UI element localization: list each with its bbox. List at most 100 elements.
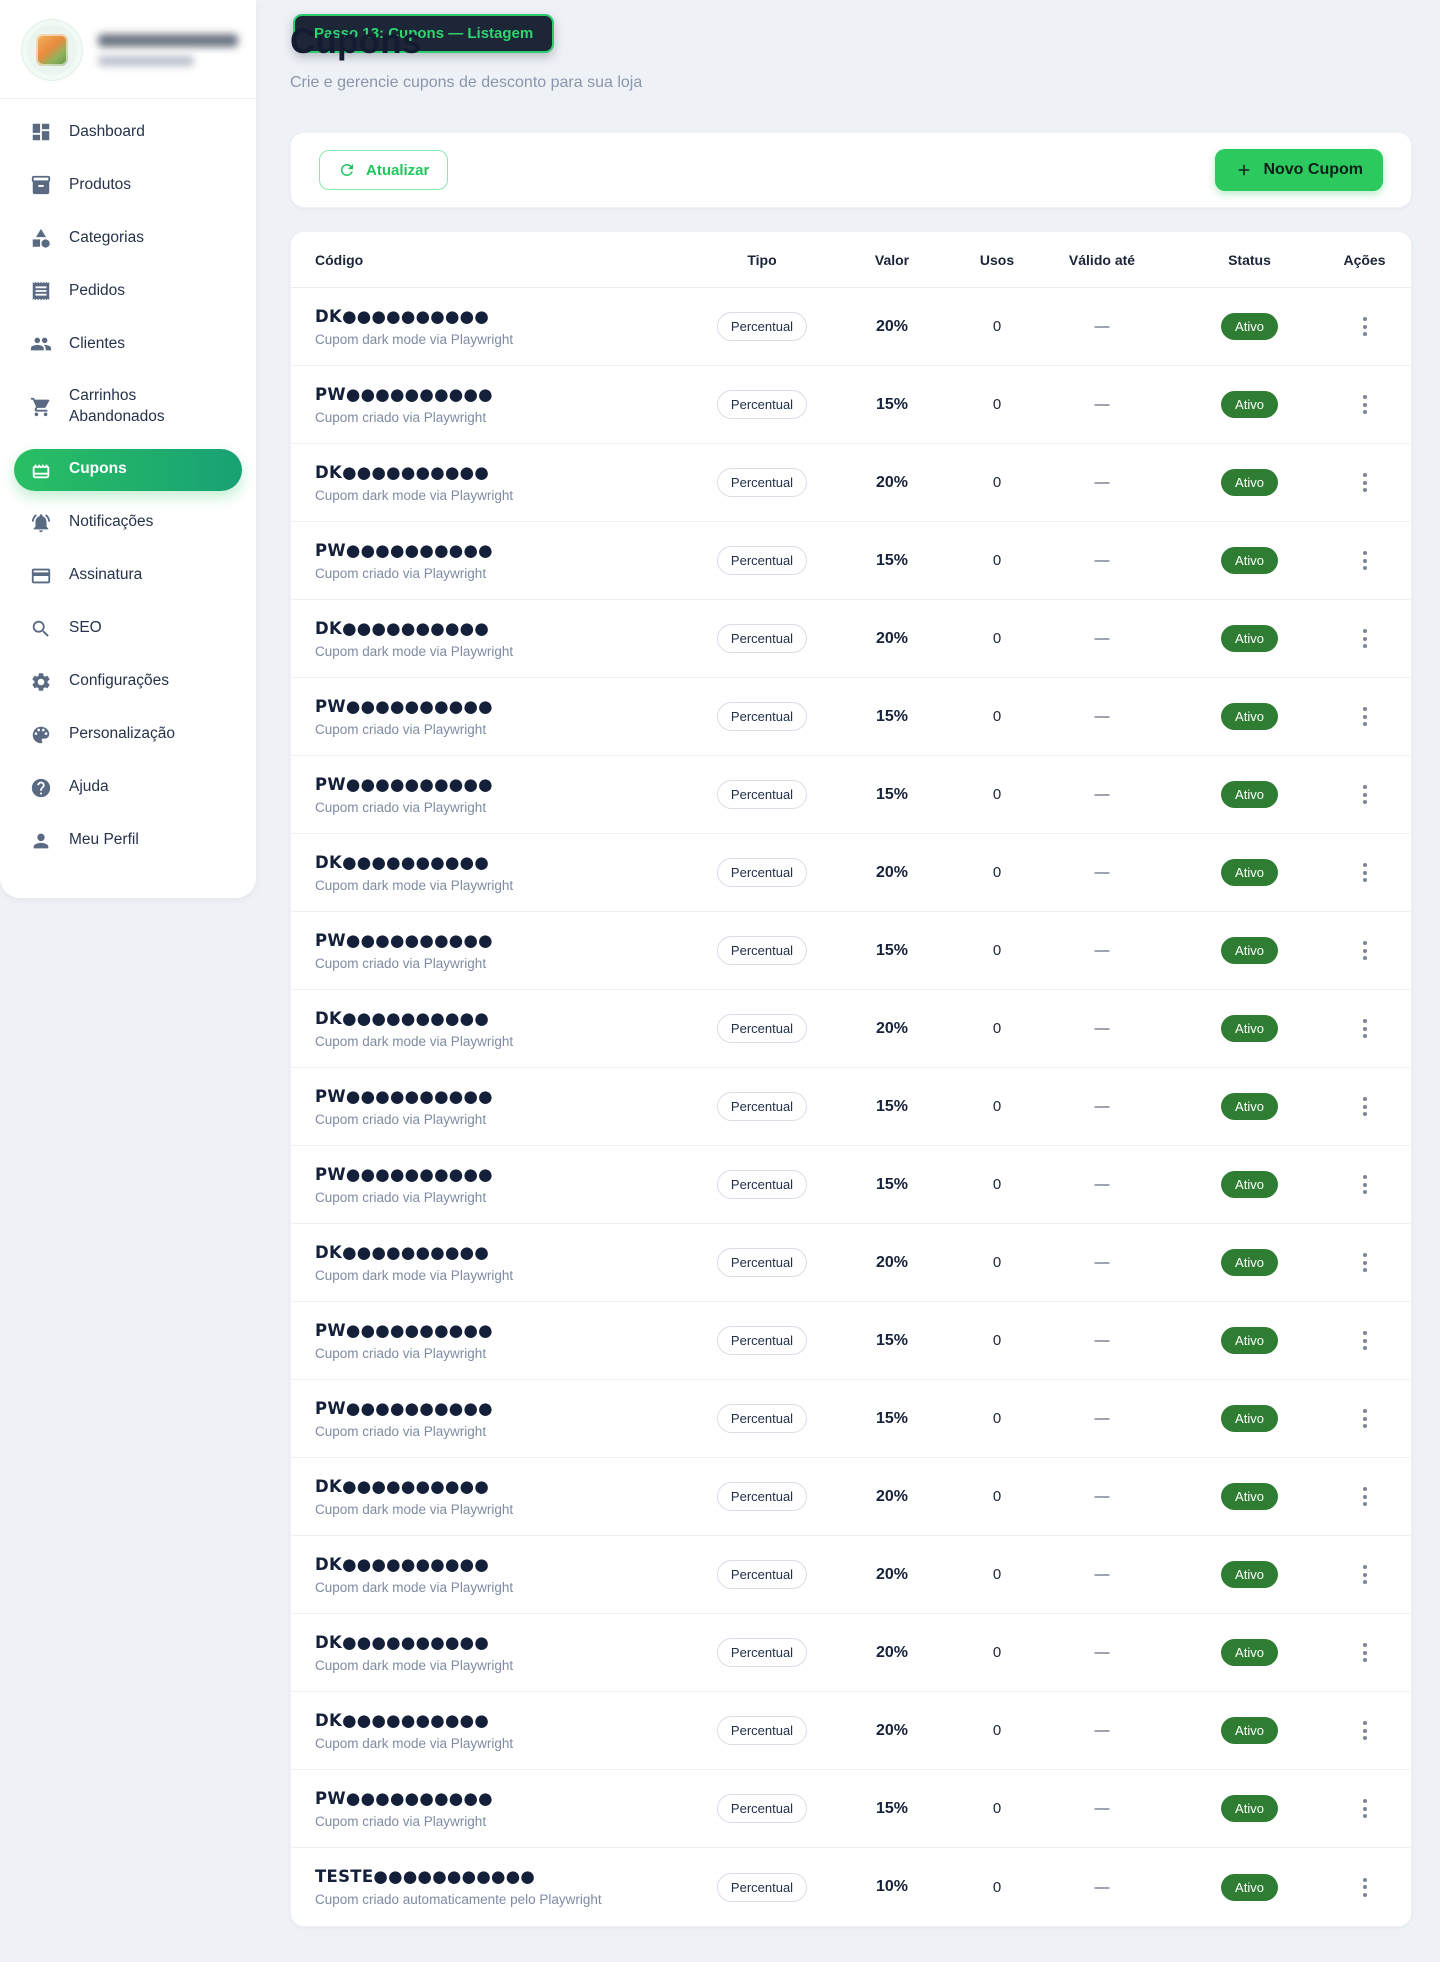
page-title: Cupons — [290, 22, 422, 61]
row-actions-kebab-button[interactable] — [1351, 1870, 1379, 1904]
row-actions-kebab-button[interactable] — [1351, 1558, 1379, 1592]
coupon-valid-until: — — [1094, 1176, 1110, 1193]
status-badge: Ativo — [1221, 391, 1278, 418]
table-row: PW●●●●●●●●●● Cupom criado via Playwright P… — [291, 522, 1411, 600]
avatar-image — [36, 34, 68, 66]
row-actions-kebab-button[interactable] — [1351, 856, 1379, 890]
refresh-icon — [338, 161, 356, 179]
user-profile[interactable] — [0, 0, 256, 98]
coupon-actions-cell — [1342, 1246, 1387, 1280]
table-row: DK●●●●●●●●●● Cupom dark mode via Playwrig… — [291, 288, 1411, 366]
coupon-description: Cupom criado via Playwright — [315, 1813, 487, 1829]
row-actions-kebab-button[interactable] — [1351, 466, 1379, 500]
column-header-c-digo: Código — [315, 251, 364, 268]
coupon-type-cell: Percentual — [687, 1092, 837, 1121]
new-coupon-button[interactable]: Novo Cupom — [1215, 149, 1383, 191]
type-chip: Percentual — [716, 1326, 808, 1355]
coupon-code-cell: DK●●●●●●●●●● Cupom dark mode via Playwrig… — [315, 1555, 687, 1595]
row-actions-kebab-button[interactable] — [1351, 1792, 1379, 1826]
sidebar-item-seo[interactable]: SEO — [14, 608, 242, 650]
row-actions-kebab-button[interactable] — [1351, 1090, 1379, 1124]
type-chip: Percentual — [716, 390, 808, 419]
sidebar-item-categorias[interactable]: Categorias — [14, 217, 242, 259]
row-actions-kebab-button[interactable] — [1351, 1636, 1379, 1670]
sidebar-item-label: Pedidos — [69, 281, 126, 299]
sidebar-item-carrinhos-abandonados[interactable]: Carrinhos Abandonados — [14, 376, 242, 438]
column-header-tipo: Tipo — [747, 251, 777, 268]
coupon-type-cell: Percentual — [687, 1482, 837, 1511]
row-actions-kebab-button[interactable] — [1351, 544, 1379, 578]
sidebar-item-configura-es[interactable]: Configurações — [14, 661, 242, 703]
coupon-description: Cupom dark mode via Playwright — [315, 487, 514, 503]
sidebar-item-dashboard[interactable]: Dashboard — [14, 111, 242, 153]
column-header-usos: Usos — [979, 251, 1015, 268]
row-actions-kebab-button[interactable] — [1351, 934, 1379, 968]
coupon-value: 15% — [875, 707, 909, 725]
coupon-uses: 0 — [992, 1098, 1002, 1115]
sidebar-item-notifica-es[interactable]: Notificações — [14, 502, 242, 544]
coupon-value: 15% — [875, 551, 909, 569]
coupon-code: DK●●●●●●●●●● — [315, 618, 490, 638]
row-actions-kebab-button[interactable] — [1351, 1402, 1379, 1436]
coupon-description: Cupom criado via Playwright — [315, 721, 487, 737]
coupon-actions-cell — [1342, 1012, 1387, 1046]
row-actions-kebab-button[interactable] — [1351, 310, 1379, 344]
row-actions-kebab-button[interactable] — [1351, 1246, 1379, 1280]
coupon-status-cell: Ativo — [1157, 781, 1342, 808]
coupon-value: 15% — [875, 1175, 909, 1193]
sidebar-item-personaliza-o[interactable]: Personalização — [14, 714, 242, 756]
sidebar-item-assinatura[interactable]: Assinatura — [14, 555, 242, 597]
sidebar-item-cupons[interactable]: Cupons — [14, 448, 242, 491]
coupon-value: 20% — [875, 863, 909, 881]
row-actions-kebab-button[interactable] — [1351, 700, 1379, 734]
row-actions-kebab-button[interactable] — [1351, 1714, 1379, 1748]
type-chip: Percentual — [716, 1560, 808, 1589]
refresh-button[interactable]: Atualizar — [319, 150, 449, 190]
status-badge: Ativo — [1221, 1483, 1278, 1510]
sidebar-item-pedidos[interactable]: Pedidos — [14, 270, 242, 312]
coupon-valid-until: — — [1094, 1566, 1110, 1583]
coupon-code: DK●●●●●●●●●● — [315, 1476, 490, 1496]
sidebar-item-clientes[interactable]: Clientes — [14, 323, 242, 365]
row-actions-kebab-button[interactable] — [1351, 622, 1379, 656]
row-actions-kebab-button[interactable] — [1351, 1168, 1379, 1202]
coupon-code-cell: PW●●●●●●●●●● Cupom criado via Playwright — [315, 1087, 687, 1127]
coupon-code: PW●●●●●●●●●● — [315, 1788, 493, 1808]
new-coupon-button-label: Novo Cupom — [1263, 161, 1363, 178]
coupon-type-cell: Percentual — [687, 1872, 837, 1902]
status-badge: Ativo — [1221, 1405, 1278, 1432]
search-icon — [30, 618, 52, 640]
coupon-type-cell: Percentual — [687, 390, 837, 419]
coupon-description: Cupom criado via Playwright — [315, 799, 487, 815]
sidebar-item-ajuda[interactable]: Ajuda — [14, 767, 242, 809]
coupon-valid-until: — — [1094, 1644, 1110, 1661]
row-actions-kebab-button[interactable] — [1351, 1012, 1379, 1046]
status-badge: Ativo — [1221, 859, 1278, 886]
status-badge: Ativo — [1221, 781, 1278, 808]
sidebar-item-produtos[interactable]: Produtos — [14, 164, 242, 206]
table-body: DK●●●●●●●●●● Cupom dark mode via Playwrig… — [291, 288, 1411, 1926]
row-actions-kebab-button[interactable] — [1351, 388, 1379, 422]
coupon-status-cell: Ativo — [1157, 1405, 1342, 1432]
coupon-valid-until: — — [1094, 1488, 1110, 1505]
coupon-code-cell: PW●●●●●●●●●● Cupom criado via Playwright — [315, 1789, 687, 1829]
sidebar-item-meu-perfil[interactable]: Meu Perfil — [14, 820, 242, 862]
coupon-code: PW●●●●●●●●●● — [315, 696, 493, 716]
status-badge: Ativo — [1221, 1093, 1278, 1120]
coupon-uses: 0 — [992, 1254, 1002, 1271]
table-row: PW●●●●●●●●●● Cupom criado via Playwright P… — [291, 756, 1411, 834]
coupon-type-cell: Percentual — [687, 312, 837, 341]
row-actions-kebab-button[interactable] — [1351, 1480, 1379, 1514]
sidebar: Dashboard Produtos Categorias Pedidos Client… — [0, 0, 256, 898]
sidebar-divider — [0, 98, 256, 99]
status-badge: Ativo — [1221, 1873, 1278, 1901]
row-actions-kebab-button[interactable] — [1351, 778, 1379, 812]
table-row: PW●●●●●●●●●● Cupom criado via Playwright P… — [291, 1302, 1411, 1380]
coupon-code: PW●●●●●●●●●● — [315, 1164, 493, 1184]
coupon-valid-until: — — [1094, 396, 1110, 413]
sidebar-item-label: Produtos — [69, 175, 132, 193]
coupon-description: Cupom dark mode via Playwright — [315, 331, 514, 347]
row-actions-kebab-button[interactable] — [1351, 1324, 1379, 1358]
coupon-actions-cell — [1342, 856, 1387, 890]
coupon-code-cell: DK●●●●●●●●●● Cupom dark mode via Playwrig… — [315, 307, 687, 347]
